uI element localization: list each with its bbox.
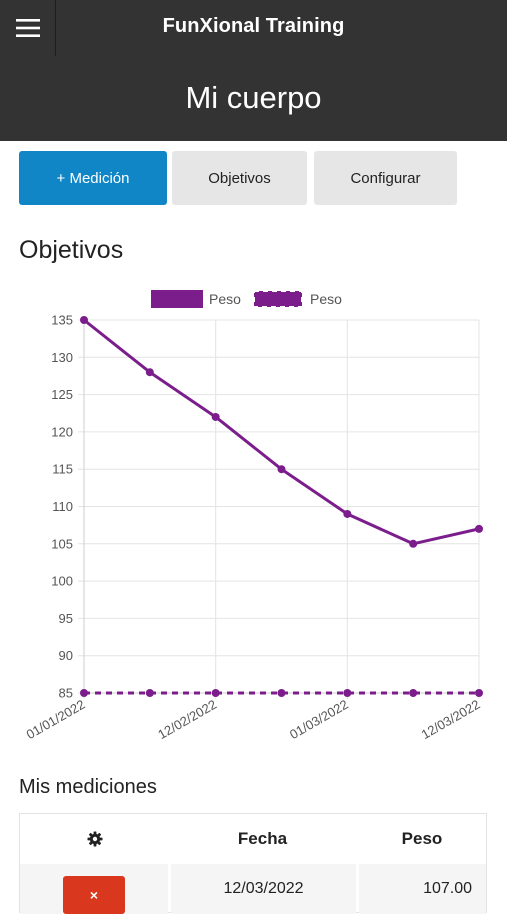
legend-swatch-weight <box>151 290 203 308</box>
weight-data-point <box>145 368 154 377</box>
hamburger-menu-icon <box>15 19 40 37</box>
weight-cell: 107.00 <box>359 864 486 914</box>
goal-data-point <box>409 689 418 697</box>
y-tick-label: 95 <box>59 611 73 626</box>
add-measurement-button[interactable]: + Medición <box>19 151 167 205</box>
page-title: Mi cuerpo <box>185 80 322 115</box>
goal-data-point <box>277 689 286 697</box>
legend-label-weight: Peso <box>209 291 241 307</box>
x-tick-label: 12/03/2022 <box>419 697 483 743</box>
goal-data-point <box>145 689 154 697</box>
measurements-title: Mis mediciones <box>19 776 157 798</box>
y-tick-label: 125 <box>51 387 73 402</box>
goal-data-point <box>475 689 483 697</box>
configure-button[interactable]: Configurar <box>314 151 457 205</box>
y-tick-label: 85 <box>59 686 73 701</box>
weight-data-point <box>343 509 352 518</box>
delete-measurement-button[interactable]: × <box>63 876 125 914</box>
weight-data-point <box>409 539 418 548</box>
weight-data-point <box>211 412 220 421</box>
goals-button[interactable]: Objetivos <box>172 151 307 205</box>
goals-section-title: Objetivos <box>19 236 124 264</box>
y-tick-label: 115 <box>52 462 73 477</box>
weight-data-point <box>277 465 286 474</box>
hamburger-menu-button[interactable] <box>0 0 56 56</box>
y-tick-label: 120 <box>51 424 73 439</box>
gear-icon <box>87 831 103 847</box>
y-tick-label: 135 <box>51 313 73 328</box>
weight-column-header: Peso <box>401 829 443 848</box>
close-icon: × <box>89 887 99 903</box>
x-tick-label: 01/01/2022 <box>24 697 88 743</box>
y-tick-label: 100 <box>51 574 73 589</box>
app-title: FunXional Training <box>162 15 345 37</box>
date-column-header: Fecha <box>237 829 288 848</box>
settings-column-header[interactable] <box>20 814 170 864</box>
weight-data-point <box>80 316 88 324</box>
table-row: × 12/03/2022 107.00 <box>20 864 486 914</box>
legend-swatch-goal <box>253 290 303 308</box>
y-tick-label: 105 <box>51 536 73 551</box>
app-header: FunXional Training Mi cuerpo <box>0 0 507 141</box>
goal-data-point <box>343 689 352 697</box>
goal-data-point <box>80 689 88 697</box>
x-tick-label: 01/03/2022 <box>287 697 351 743</box>
weight-line-chart: 85 90 95 100 105 110 115 120 125 130 135 01/01/2022… <box>24 290 483 743</box>
x-tick-label: 12/02/2022 <box>155 697 219 743</box>
date-cell: 12/03/2022 <box>171 864 356 914</box>
weight-data-point <box>475 524 483 533</box>
legend-label-goal: Peso <box>310 291 342 307</box>
goal-data-point <box>211 689 220 697</box>
y-tick-label: 110 <box>52 499 73 514</box>
y-tick-label: 90 <box>59 648 73 663</box>
y-tick-label: 130 <box>51 350 73 365</box>
delete-cell: × <box>20 864 168 914</box>
measurements-table: Fecha Peso × 12/03/2022 107.00 <box>19 813 487 914</box>
